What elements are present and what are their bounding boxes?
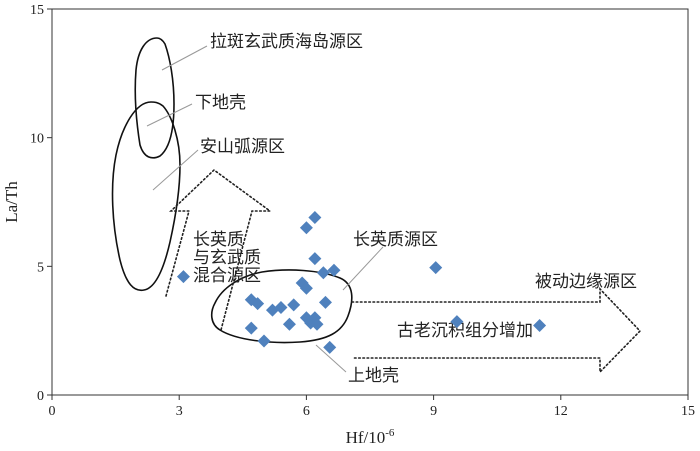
data-point-diamond <box>533 319 547 333</box>
y-axis-ticks: 0 5 10 15 <box>30 3 52 404</box>
plot-frame <box>51 8 689 396</box>
data-point-diamond <box>450 315 464 329</box>
lower-crust-region-outline <box>111 101 181 292</box>
data-point-diamond <box>257 334 271 348</box>
upper-crust-region-outline <box>210 269 353 344</box>
y-tick-label: 15 <box>30 3 44 18</box>
data-point-diamond <box>327 263 341 277</box>
region-label-tholeiite-ocean-island: 拉斑玄武质海岛源区 <box>210 32 363 52</box>
data-point-diamond <box>251 297 265 311</box>
y-axis-title: La/Th <box>2 181 21 223</box>
data-point-diamond <box>176 270 190 284</box>
andesitic-arc-trend-arrow <box>165 168 273 331</box>
y-tick-label: 10 <box>30 132 44 147</box>
data-points <box>176 210 547 354</box>
x-axis-title-superscript: -6 <box>385 427 395 439</box>
data-point-diamond <box>244 321 258 335</box>
data-point-diamond <box>308 210 322 224</box>
data-point-diamond <box>299 281 313 295</box>
leader-line-felsic-source <box>342 246 384 291</box>
data-point-diamond <box>299 221 313 235</box>
region-label-lower-crust: 下地壳 <box>195 93 246 113</box>
data-point-diamond <box>274 301 288 315</box>
tholeiite-ocean-island-region-outline <box>134 37 175 159</box>
x-axis-title: Hf/10-6 <box>346 427 395 447</box>
x-tick-label: 6 <box>303 404 310 419</box>
region-label-felsic-source: 长英质源区 <box>353 230 438 250</box>
data-point-diamond <box>316 266 330 280</box>
leader-line-andesitic-arc <box>152 149 199 191</box>
leader-line-tholeiite <box>161 45 208 71</box>
region-label-andesitic-arc: 安山弧源区 <box>200 137 285 157</box>
data-point-diamond <box>310 317 324 331</box>
region-label-mixed-line-1: 长英质 <box>193 230 244 250</box>
y-tick-label: 0 <box>37 389 44 404</box>
region-label-passive-margin: 被动边缘源区 <box>535 272 637 292</box>
data-point-diamond <box>282 317 296 331</box>
leader-line-upper-crust <box>315 344 347 373</box>
leader-line-lower-crust <box>146 103 193 127</box>
x-axis-ticks: 0 3 6 9 12 15 <box>49 395 695 419</box>
region-label-mixed-line-3: 混合源区 <box>193 266 261 286</box>
region-label-mixed-source: 长英质 与玄武质 混合源区 <box>193 230 266 286</box>
data-point-diamond <box>323 340 337 354</box>
x-tick-label: 0 <box>49 404 56 419</box>
x-axis-title-base: Hf/10 <box>346 428 386 447</box>
x-tick-label: 12 <box>554 404 568 419</box>
data-point-diamond <box>429 261 443 275</box>
data-point-diamond <box>287 298 301 312</box>
x-tick-label: 3 <box>176 404 183 419</box>
x-tick-label: 9 <box>430 404 437 419</box>
data-point-diamond <box>308 252 322 266</box>
region-label-old-sediment: 古老沉积组分增加 <box>397 321 533 341</box>
region-label-mixed-line-2: 与玄武质 <box>193 248 261 268</box>
data-point-diamond <box>318 295 332 309</box>
old-sediment-increase-arrow <box>351 287 642 374</box>
region-label-upper-crust: 上地壳 <box>348 366 399 386</box>
x-tick-label: 15 <box>681 404 695 419</box>
y-tick-label: 5 <box>37 260 44 275</box>
